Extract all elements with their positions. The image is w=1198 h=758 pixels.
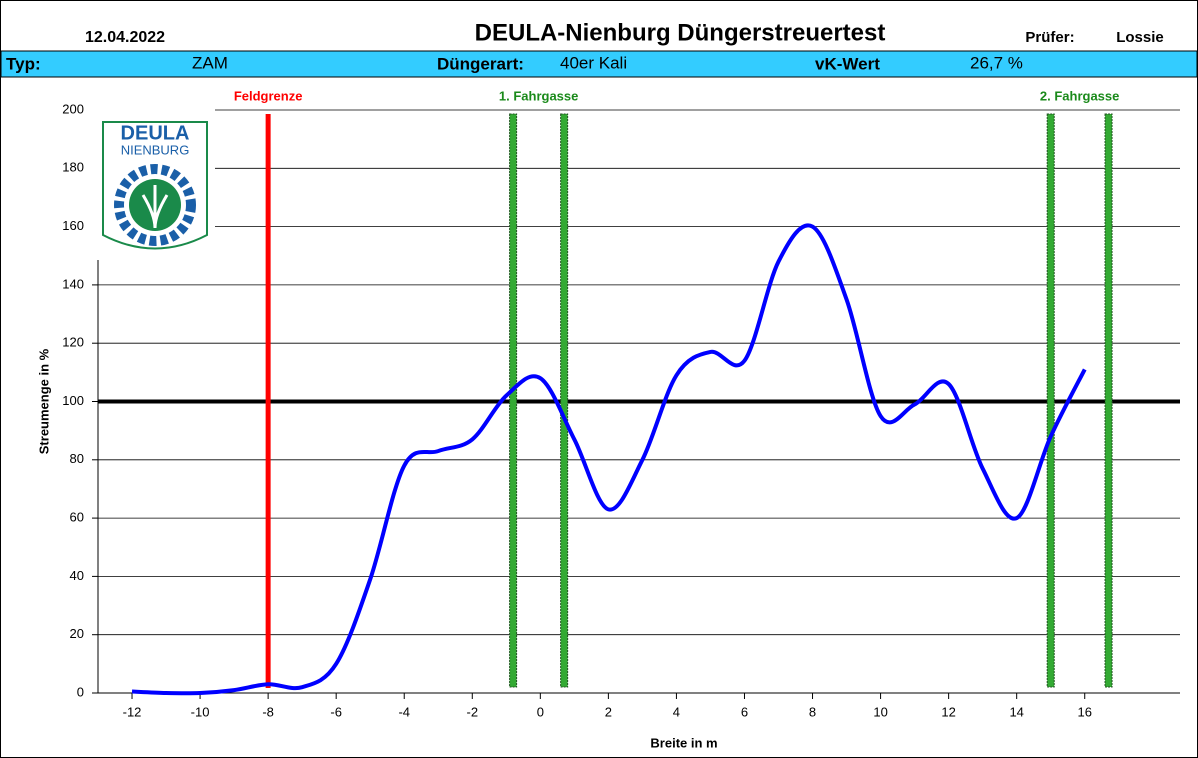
marker-label: Feldgrenze [234,88,303,103]
x-axis-label: Breite in m [650,735,717,750]
x-tick-label: 10 [873,704,887,719]
x-tick-label: 12 [941,704,955,719]
y-tick-label: 160 [62,218,84,233]
x-tick-label: 14 [1009,704,1023,719]
logo-text: NIENBURG [121,142,190,157]
logo: DEULA NIENBURG [90,108,215,260]
logo-wheat-lines [141,185,169,229]
marker-label: 2. Fahrgasse [1040,88,1120,103]
y-tick-label: 100 [62,393,84,408]
data-line [131,223,1087,696]
type-label: Typ: [6,54,41,73]
x-tick-label: 4 [673,704,680,719]
y-tick-label: 20 [70,626,84,641]
title: DEULA-Nienburg Düngerstreuertest [475,19,886,46]
tramline [1046,113,1055,688]
fertilizer-label: Düngerart: [437,54,524,73]
y-tick-label: 80 [70,451,84,466]
tramline [509,113,518,688]
x-tick-label: 8 [809,704,816,719]
fertilizer: 40er Kali [560,53,627,72]
logo-gear [114,164,196,246]
info-bar [0,50,1198,78]
cv-label: vK-Wert [815,54,880,73]
y-tick-label: 0 [77,684,84,699]
y-tick-label: 120 [62,335,84,350]
y-axis-label: Streumenge in % [36,348,51,454]
tramline [1104,113,1113,688]
date: 12.04.2022 [85,29,165,46]
x-tick-label: 6 [741,704,748,719]
y-tick-label: 60 [70,510,84,525]
y-tick-label: 200 [62,101,84,116]
y-tick-label: 140 [62,276,84,291]
cv: 26,7 % [970,53,1023,72]
x-tick-label: 16 [1077,704,1091,719]
x-tick-label: -12 [123,704,142,719]
tramline [560,113,569,688]
x-tick-label: -2 [466,704,478,719]
logo-text: DEULA [121,122,190,144]
x-tick-label: 0 [537,704,544,719]
type: ZAM [192,53,228,72]
x-tick-label: -8 [262,704,274,719]
x-tick-label: -10 [191,704,210,719]
examiner: Lossie [1116,29,1164,46]
examiner-label: Prüfer: [1025,29,1074,46]
x-tick-label: -6 [330,704,342,719]
y-tick-label: 180 [62,160,84,175]
marker-label: 1. Fahrgasse [499,88,579,103]
x-tick-label: -4 [398,704,410,719]
x-tick-label: 2 [605,704,612,719]
y-tick-label: 40 [70,568,84,583]
